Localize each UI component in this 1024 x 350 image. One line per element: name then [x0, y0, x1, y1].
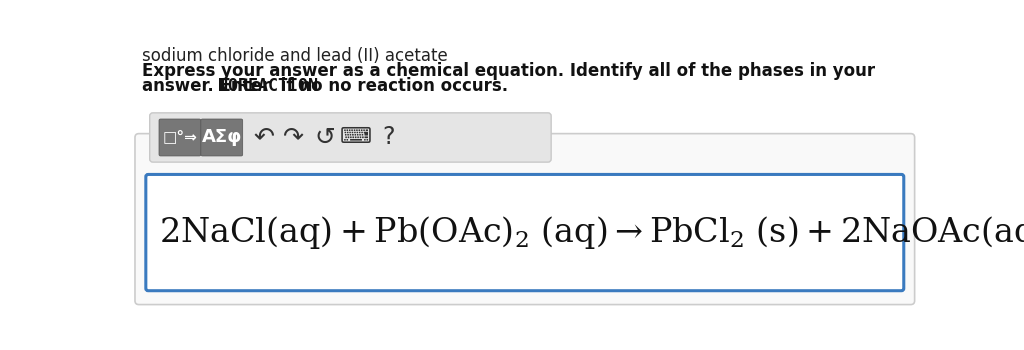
FancyBboxPatch shape	[135, 134, 914, 304]
Text: sodium chloride and lead (II) acetate: sodium chloride and lead (II) acetate	[142, 47, 447, 65]
FancyBboxPatch shape	[145, 174, 904, 291]
Text: NOREACTION: NOREACTION	[218, 77, 318, 95]
Text: ↶: ↶	[254, 126, 274, 149]
Text: $\mathregular{2NaCl(aq) + Pb(OAc)_2\ (aq){\rightarrow}PbCl_2\ (s) + 2NaOAc(aq)}$: $\mathregular{2NaCl(aq) + Pb(OAc)_2\ (aq…	[159, 214, 1024, 251]
Text: □°⇒: □°⇒	[163, 130, 198, 145]
Text: ?: ?	[382, 126, 394, 149]
Text: ↺: ↺	[314, 126, 335, 149]
Text: if no no reaction occurs.: if no no reaction occurs.	[274, 77, 508, 95]
Text: answer. Enter: answer. Enter	[142, 77, 275, 95]
Text: ΑΣφ: ΑΣφ	[202, 128, 242, 147]
FancyBboxPatch shape	[150, 113, 551, 162]
FancyBboxPatch shape	[159, 119, 201, 156]
FancyBboxPatch shape	[201, 119, 243, 156]
Text: ↷: ↷	[284, 126, 304, 149]
Text: ⌨: ⌨	[340, 127, 372, 147]
Text: Express your answer as a chemical equation. Identify all of the phases in your: Express your answer as a chemical equati…	[142, 62, 876, 80]
